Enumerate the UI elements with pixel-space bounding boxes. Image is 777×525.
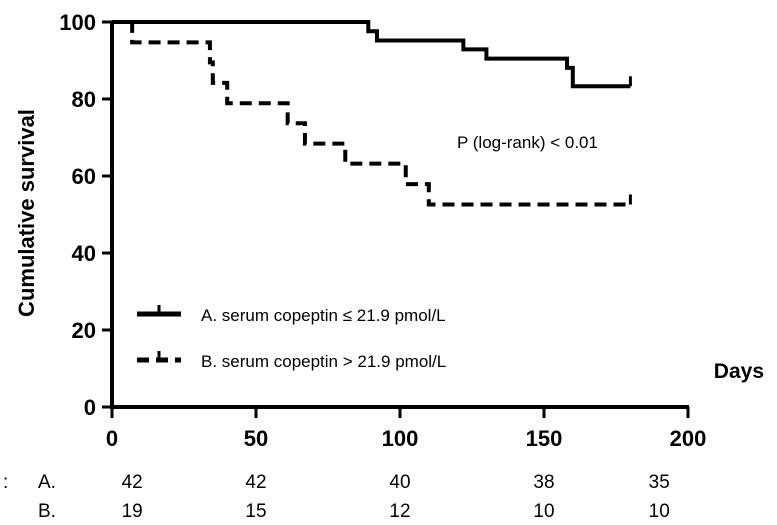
- risk-table: : A. B. 42 42 40 38 35 19 15 12 10 10: [3, 472, 670, 522]
- risk-value-b: 10: [533, 501, 554, 522]
- y-axis-label: Cumulative survival: [14, 109, 39, 317]
- x-axis-label: Days: [714, 360, 764, 383]
- x-tick-label: 50: [244, 426, 268, 451]
- y-tick-label: 80: [72, 87, 96, 112]
- x-tick-label: 0: [106, 426, 118, 451]
- risk-value-b: 12: [389, 501, 410, 522]
- legend-label-a: A. serum copeptin ≤ 21.9 pmol/L: [201, 306, 446, 325]
- risk-value-b: 19: [122, 501, 143, 522]
- risk-value-a: 42: [245, 472, 266, 493]
- y-tick-label: 100: [59, 10, 96, 35]
- risk-value-b: 15: [245, 501, 266, 522]
- p-value-annotation: P (log-rank) < 0.01: [457, 133, 598, 152]
- series-a-line: [112, 20, 631, 89]
- axes: 0 20 40 60 80 100 0 50 100 150 200: [59, 10, 706, 451]
- risk-value-a: 42: [122, 472, 143, 493]
- risk-value-a: 40: [389, 472, 410, 493]
- risk-value-b: 10: [649, 501, 670, 522]
- risk-value-a: 38: [533, 472, 554, 493]
- series-group: [112, 20, 632, 207]
- x-tick-label: 100: [382, 426, 419, 451]
- y-tick-label: 40: [72, 241, 96, 266]
- risk-row-a-label: A.: [38, 472, 56, 493]
- legend-label-b: B. serum copeptin > 21.9 pmol/L: [201, 352, 446, 371]
- x-tick-label: 200: [670, 426, 707, 451]
- x-tick-label: 150: [526, 426, 563, 451]
- series-b-line: [112, 20, 631, 207]
- legend: A. serum copeptin ≤ 21.9 pmol/L B. serum…: [137, 305, 446, 371]
- y-tick-label: 20: [72, 318, 96, 343]
- y-tick-label: 60: [72, 164, 96, 189]
- y-tick-label: 0: [84, 395, 96, 420]
- risk-table-prefix: :: [3, 472, 8, 493]
- risk-row-b-label: B.: [38, 501, 56, 522]
- risk-value-a: 35: [649, 472, 670, 493]
